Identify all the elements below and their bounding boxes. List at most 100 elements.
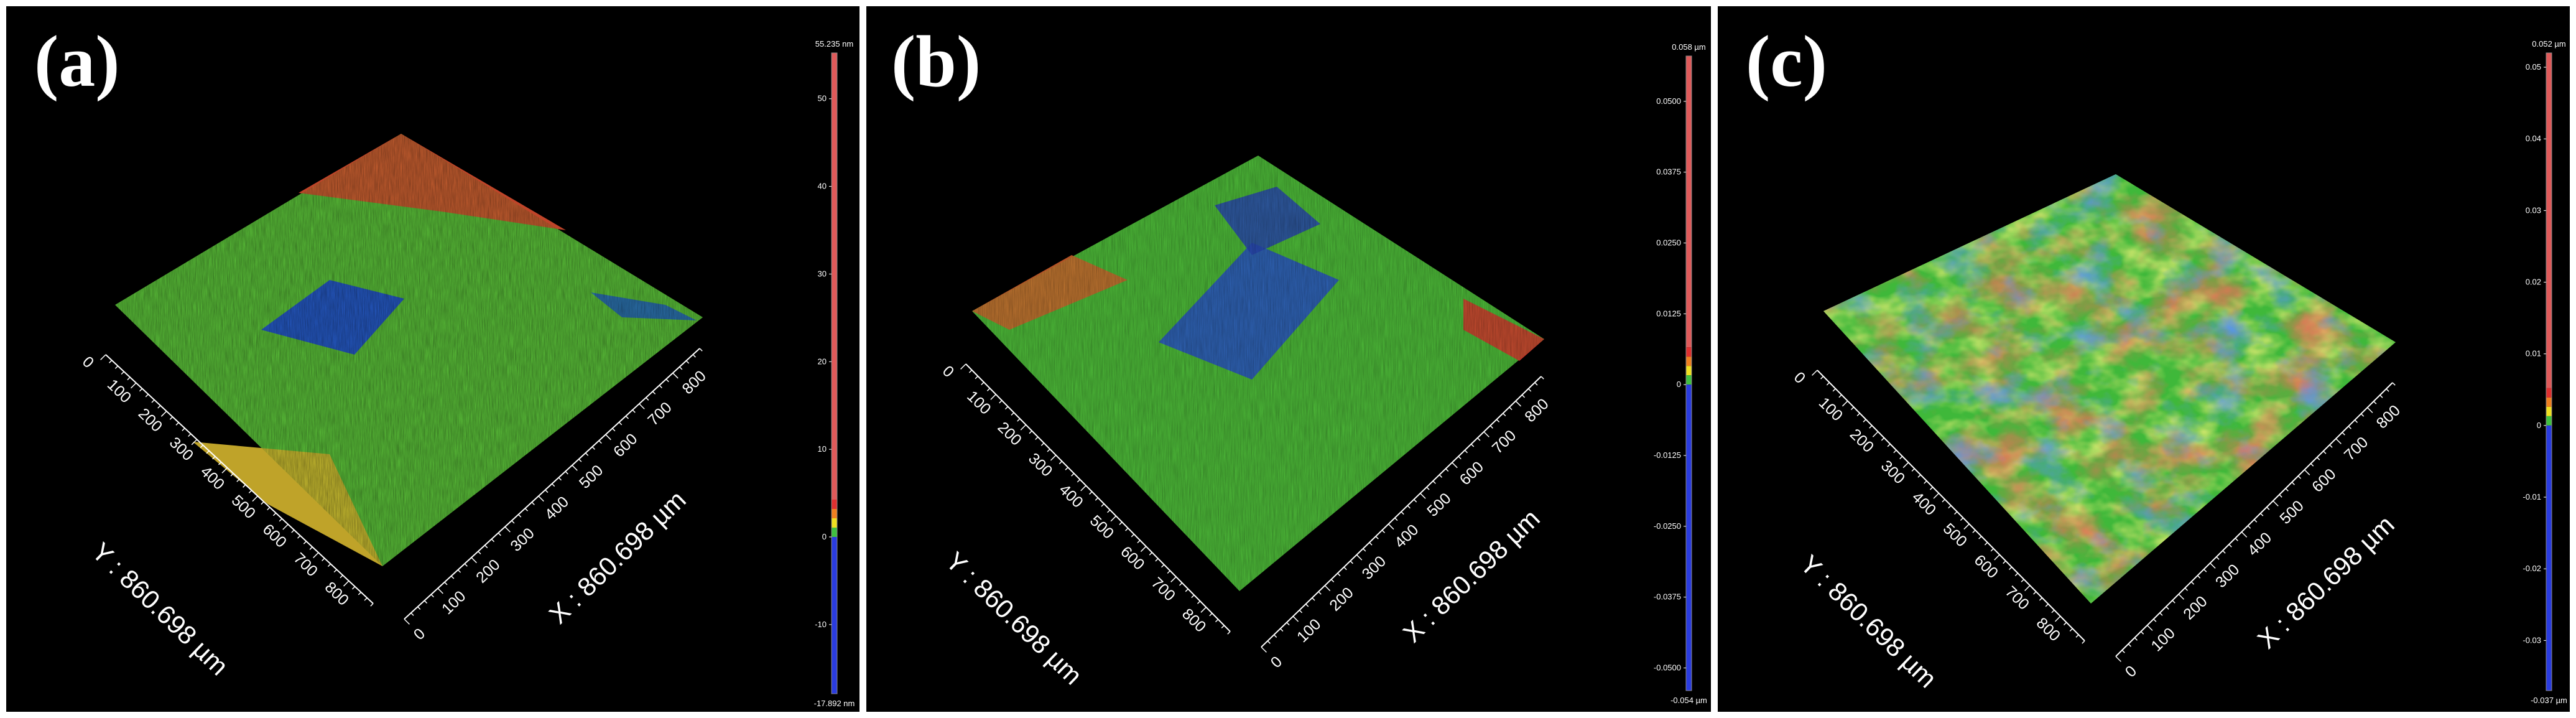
colorbar-tick-label: 0	[1677, 380, 1681, 389]
x-tick-mark	[1375, 536, 1379, 539]
x-tick-mark	[1407, 505, 1411, 509]
y-tick-mark	[1842, 400, 1848, 407]
y-tick-mark	[100, 354, 106, 360]
x-tick-mark	[572, 465, 578, 471]
colorbar-tick-label: 30	[818, 269, 827, 278]
x-tick-mark	[471, 557, 477, 564]
y-tick-mark	[1137, 539, 1141, 544]
x-tick-mark	[2247, 525, 2251, 529]
y-tick-mark	[160, 411, 167, 417]
x-tick-mark	[2128, 643, 2131, 647]
x-tick-mark	[2166, 606, 2169, 610]
colorbar-low-band	[2546, 425, 2552, 691]
x-tick-label: 400	[1391, 521, 1422, 551]
x-tick-mark	[685, 360, 690, 364]
y-tick-mark	[121, 371, 124, 375]
x-tick-label: 700	[2341, 434, 2371, 464]
y-tick-mark	[1994, 554, 2000, 561]
y-tick-mark	[1017, 418, 1021, 422]
colorbar-high-band	[2546, 53, 2552, 388]
panel-label: (b)	[891, 21, 981, 102]
colorbar-tick-label: 0.0250	[1656, 238, 1681, 248]
x-tick-label: 800	[679, 367, 709, 398]
x-tick-mark	[639, 403, 645, 409]
x-tick-mark	[551, 483, 555, 487]
y-tick-mark	[1856, 413, 1860, 416]
y-tick-mark	[1107, 510, 1111, 513]
x-tick-mark	[618, 422, 623, 426]
colorbar-frame	[1685, 55, 1692, 691]
x-tick-mark	[2222, 550, 2226, 554]
colorbar-tick-label: 10	[818, 444, 827, 454]
y-tick-label: 300	[166, 434, 197, 464]
y-tick-mark	[218, 462, 222, 465]
y-tick-mark	[157, 405, 161, 409]
x-tick-mark	[1515, 401, 1522, 407]
x-tick-label: 200	[2180, 592, 2210, 623]
y-tick-mark	[1170, 576, 1177, 582]
x-tick-mark	[2228, 544, 2232, 548]
x-tick-mark	[2329, 444, 2333, 448]
x-tick-mark	[2297, 475, 2302, 479]
colorbar-transition	[1686, 366, 1692, 376]
y-tick-label: 800	[2033, 614, 2064, 645]
x-tick-label: 200	[473, 556, 503, 587]
y-tick-label: 0	[79, 353, 97, 371]
y-tick-label: 400	[1909, 488, 1939, 519]
y-tick-mark	[169, 416, 174, 420]
x-tick-mark	[2153, 618, 2157, 622]
colorbar-tick-label: 20	[818, 357, 827, 366]
y-tick-mark	[2075, 634, 2079, 638]
x-tick-mark	[484, 544, 488, 549]
y-tick-mark	[1221, 625, 1225, 628]
y-tick-mark	[212, 456, 216, 460]
y-tick-mark	[1167, 570, 1170, 574]
y-tick-mark	[1812, 370, 1818, 376]
y-tick-label: 300	[1025, 450, 1055, 480]
x-tick-mark	[2354, 419, 2358, 423]
y-tick-label: 200	[994, 419, 1025, 449]
x-tick-mark	[2235, 538, 2238, 541]
y-tick-mark	[2003, 560, 2006, 564]
x-tick-label: 0	[1267, 653, 1286, 671]
y-tick-mark	[370, 603, 374, 607]
y-tick-mark	[1140, 546, 1147, 552]
x-tick-mark	[437, 588, 443, 594]
y-tick-mark	[248, 490, 253, 493]
y-tick-mark	[1978, 536, 1982, 539]
x-tick-mark	[2190, 581, 2195, 585]
y-tick-mark	[282, 524, 289, 530]
x-tick-mark	[1369, 542, 1373, 546]
y-tick-label: 600	[1971, 551, 2001, 582]
x-tick-mark	[2273, 500, 2279, 506]
y-tick-mark	[1984, 542, 1988, 546]
x-tick-mark	[2203, 569, 2207, 572]
y-tick-mark	[1035, 436, 1039, 441]
panel-a: (a) 0 100 200 300 400 500 600 700 800 0 100 200 300 4…	[6, 6, 859, 712]
y-tick-mark	[1131, 534, 1134, 538]
y-tick-mark	[151, 399, 155, 403]
x-tick-mark	[1452, 462, 1458, 469]
panel-divider	[859, 6, 866, 712]
colorbar-tick-label: -10	[815, 620, 827, 629]
colorbar-transition	[1686, 357, 1692, 366]
x-tick-mark	[2147, 625, 2153, 631]
x-tick-mark	[2348, 426, 2351, 429]
x-tick-mark	[2172, 600, 2175, 604]
y-tick-label: 200	[135, 405, 165, 436]
y-tick-mark	[1881, 437, 1885, 441]
y-tick-mark	[1887, 444, 1891, 447]
y-tick-mark	[364, 597, 368, 601]
x-tick-mark	[2367, 407, 2373, 413]
x-tick-mark	[1292, 616, 1299, 622]
x-tick-mark	[1426, 487, 1430, 490]
x-tick-mark	[652, 391, 656, 394]
y-tick-mark	[1933, 493, 1939, 499]
y-tick-mark	[313, 552, 319, 559]
y-tick-mark	[1911, 468, 1915, 472]
y-tick-mark	[1838, 394, 1842, 398]
y-tick-mark	[1077, 479, 1081, 483]
x-tick-mark	[1464, 450, 1468, 454]
y-tick-mark	[279, 518, 282, 522]
colorbar-transition	[832, 518, 837, 528]
